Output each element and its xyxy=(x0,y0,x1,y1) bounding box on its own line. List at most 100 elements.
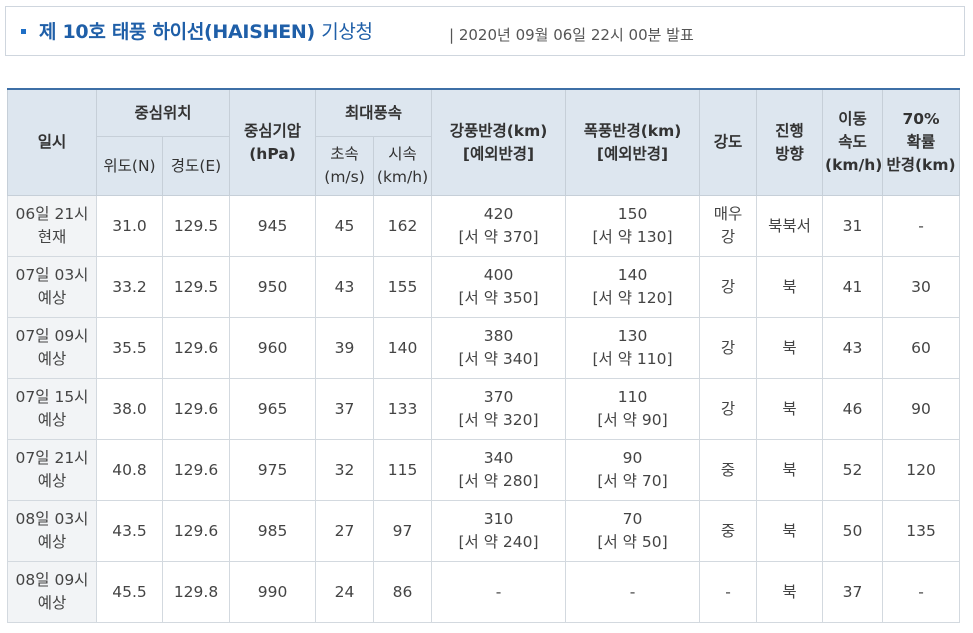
col-kmh: 시속 (km/h) xyxy=(373,136,433,196)
cell-speed: 52 xyxy=(822,439,884,501)
cell-pressure: 960 xyxy=(229,317,317,379)
cell-speed: 37 xyxy=(822,561,884,623)
cell-time: 07일 09시 예상 xyxy=(7,317,97,379)
cell-direction: 북 xyxy=(756,256,824,318)
cell-kmh: 162 xyxy=(373,195,433,257)
cell-probability: - xyxy=(882,561,961,623)
col-intensity: 강도 xyxy=(699,88,758,196)
cell-lon: 129.6 xyxy=(161,500,231,562)
cell-lon: 129.8 xyxy=(161,561,231,623)
cell-lat: 45.5 xyxy=(96,561,163,623)
cell-pressure: 945 xyxy=(229,195,317,257)
cell-storm-radius: 110 [서 약 90] xyxy=(565,378,701,440)
cell-probability: 30 xyxy=(882,256,961,318)
title-bullet-icon xyxy=(21,29,26,34)
table-row: 08일 03시 예상 43.5 129.6 985 27 97 310 [서 약 240] 70[… xyxy=(7,500,961,562)
table-row: 07일 15시 예상 38.0 129.6 965 37 133 370 [서 약 320] 11… xyxy=(7,378,961,440)
cell-speed: 46 xyxy=(822,378,884,440)
cell-probability: 135 xyxy=(882,500,961,562)
table-body: 06일 21시 현재 31.0 129.5 945 45 162 420 [서 약 370] 15… xyxy=(7,195,961,623)
cell-pressure: 975 xyxy=(229,439,317,501)
cell-lat: 33.2 xyxy=(96,256,163,318)
title-box: 제 10호 태풍 하이선(HAISHEN) 기상청 | 2020년 09월 06… xyxy=(5,6,965,56)
col-direction: 진행 방향 xyxy=(756,88,824,196)
table-row: 07일 03시 예상 33.2 129.5 950 43 155 400 [서 약 350] 14… xyxy=(7,256,961,318)
cell-direction: 북 xyxy=(756,561,824,623)
cell-speed: 50 xyxy=(822,500,884,562)
page-title: 제 10호 태풍 하이선(HAISHEN) 기상청 xyxy=(39,21,373,43)
col-ms: 초속 (m/s) xyxy=(315,136,375,196)
cell-kmh: 133 xyxy=(373,378,433,440)
col-center: 중심위치 xyxy=(95,88,231,137)
cell-gale-radius: 340 [서 약 280] xyxy=(431,439,567,501)
cell-probability: 60 xyxy=(882,317,961,379)
cell-time: 07일 15시 예상 xyxy=(7,378,97,440)
col-probability: 70% 확률 반경(km) xyxy=(882,88,961,196)
cell-gale-radius: 400 [서 약 350] xyxy=(431,256,567,318)
cell-storm-radius: - xyxy=(565,561,701,623)
cell-lat: 43.5 xyxy=(96,500,163,562)
col-lon: 경도(E) xyxy=(161,136,231,196)
cell-time: 06일 21시 현재 xyxy=(7,195,97,257)
cell-ms: 43 xyxy=(315,256,375,318)
table-row: 07일 21시 예상 40.8 129.6 975 32 115 340 [서 약 280] 90… xyxy=(7,439,961,501)
col-maxwind: 최대풍속 xyxy=(315,88,433,137)
cell-kmh: 115 xyxy=(373,439,433,501)
cell-time: 07일 03시 예상 xyxy=(7,256,97,318)
cell-storm-radius: 70 [서 약 50] xyxy=(565,500,701,562)
table-row: 06일 21시 현재 31.0 129.5 945 45 162 420 [서 약 370] 15… xyxy=(7,195,961,257)
issuer-org: 기상청 xyxy=(321,21,373,43)
cell-probability: - xyxy=(882,195,961,257)
cell-storm-radius: 140 [서 약 120] xyxy=(565,256,701,318)
cell-intensity: - xyxy=(699,561,758,623)
col-gale-radius: 강풍반경(km) [예외반경] xyxy=(431,88,567,196)
cell-pressure: 985 xyxy=(229,500,317,562)
cell-lon: 129.6 xyxy=(161,439,231,501)
cell-direction: 북 xyxy=(756,500,824,562)
cell-lat: 38.0 xyxy=(96,378,163,440)
table-row: 07일 09시 예상 35.5 129.6 960 39 140 380 [서 약 340] 13… xyxy=(7,317,961,379)
cell-speed: 43 xyxy=(822,317,884,379)
cell-lon: 129.6 xyxy=(161,317,231,379)
cell-time: 07일 21시 예상 xyxy=(7,439,97,501)
typhoon-forecast-table-wrap: 일시 중심위치 중심기압 (hPa) 최대풍속 강풍반경(km) [예외반경] 폭풍… xyxy=(7,88,961,623)
cell-pressure: 965 xyxy=(229,378,317,440)
cell-gale-radius: 420 [서 약 370] xyxy=(431,195,567,257)
cell-gale-radius: 310 [서 약 240] xyxy=(431,500,567,562)
cell-kmh: 140 xyxy=(373,317,433,379)
cell-gale-radius: 370 [서 약 320] xyxy=(431,378,567,440)
cell-lon: 129.6 xyxy=(161,378,231,440)
cell-lon: 129.5 xyxy=(161,256,231,318)
cell-kmh: 155 xyxy=(373,256,433,318)
issue-date: | 2020년 09월 06일 22시 00분 발표 xyxy=(449,26,694,44)
cell-lat: 31.0 xyxy=(96,195,163,257)
col-speed: 이동 속도 (km/h) xyxy=(822,88,884,196)
cell-ms: 39 xyxy=(315,317,375,379)
col-storm-radius: 폭풍반경(km) [예외반경] xyxy=(565,88,701,196)
cell-pressure: 950 xyxy=(229,256,317,318)
cell-kmh: 86 xyxy=(373,561,433,623)
cell-storm-radius: 150 [서 약 130] xyxy=(565,195,701,257)
cell-time: 08일 03시 예상 xyxy=(7,500,97,562)
cell-direction: 북 xyxy=(756,378,824,440)
col-lat: 위도(N) xyxy=(96,136,163,196)
typhoon-forecast-table: 일시 중심위치 중심기압 (hPa) 최대풍속 강풍반경(km) [예외반경] 폭풍… xyxy=(7,88,961,623)
cell-speed: 31 xyxy=(822,195,884,257)
cell-ms: 24 xyxy=(315,561,375,623)
cell-storm-radius: 90 [서 약 70] xyxy=(565,439,701,501)
cell-lat: 35.5 xyxy=(96,317,163,379)
cell-intensity: 강 xyxy=(699,317,758,379)
cell-intensity: 중 xyxy=(699,439,758,501)
cell-direction: 북북서 xyxy=(756,195,824,257)
cell-intensity: 강 xyxy=(699,378,758,440)
cell-intensity: 중 xyxy=(699,500,758,562)
col-time: 일시 xyxy=(7,88,97,196)
cell-ms: 45 xyxy=(315,195,375,257)
cell-intensity: 강 xyxy=(699,256,758,318)
cell-probability: 90 xyxy=(882,378,961,440)
cell-storm-radius: 130 [서 약 110] xyxy=(565,317,701,379)
cell-kmh: 97 xyxy=(373,500,433,562)
cell-intensity: 매우 강 xyxy=(699,195,758,257)
table-row: 08일 09시 예상 45.5 129.8 990 24 86- - - 북 37- xyxy=(7,561,961,623)
cell-lon: 129.5 xyxy=(161,195,231,257)
